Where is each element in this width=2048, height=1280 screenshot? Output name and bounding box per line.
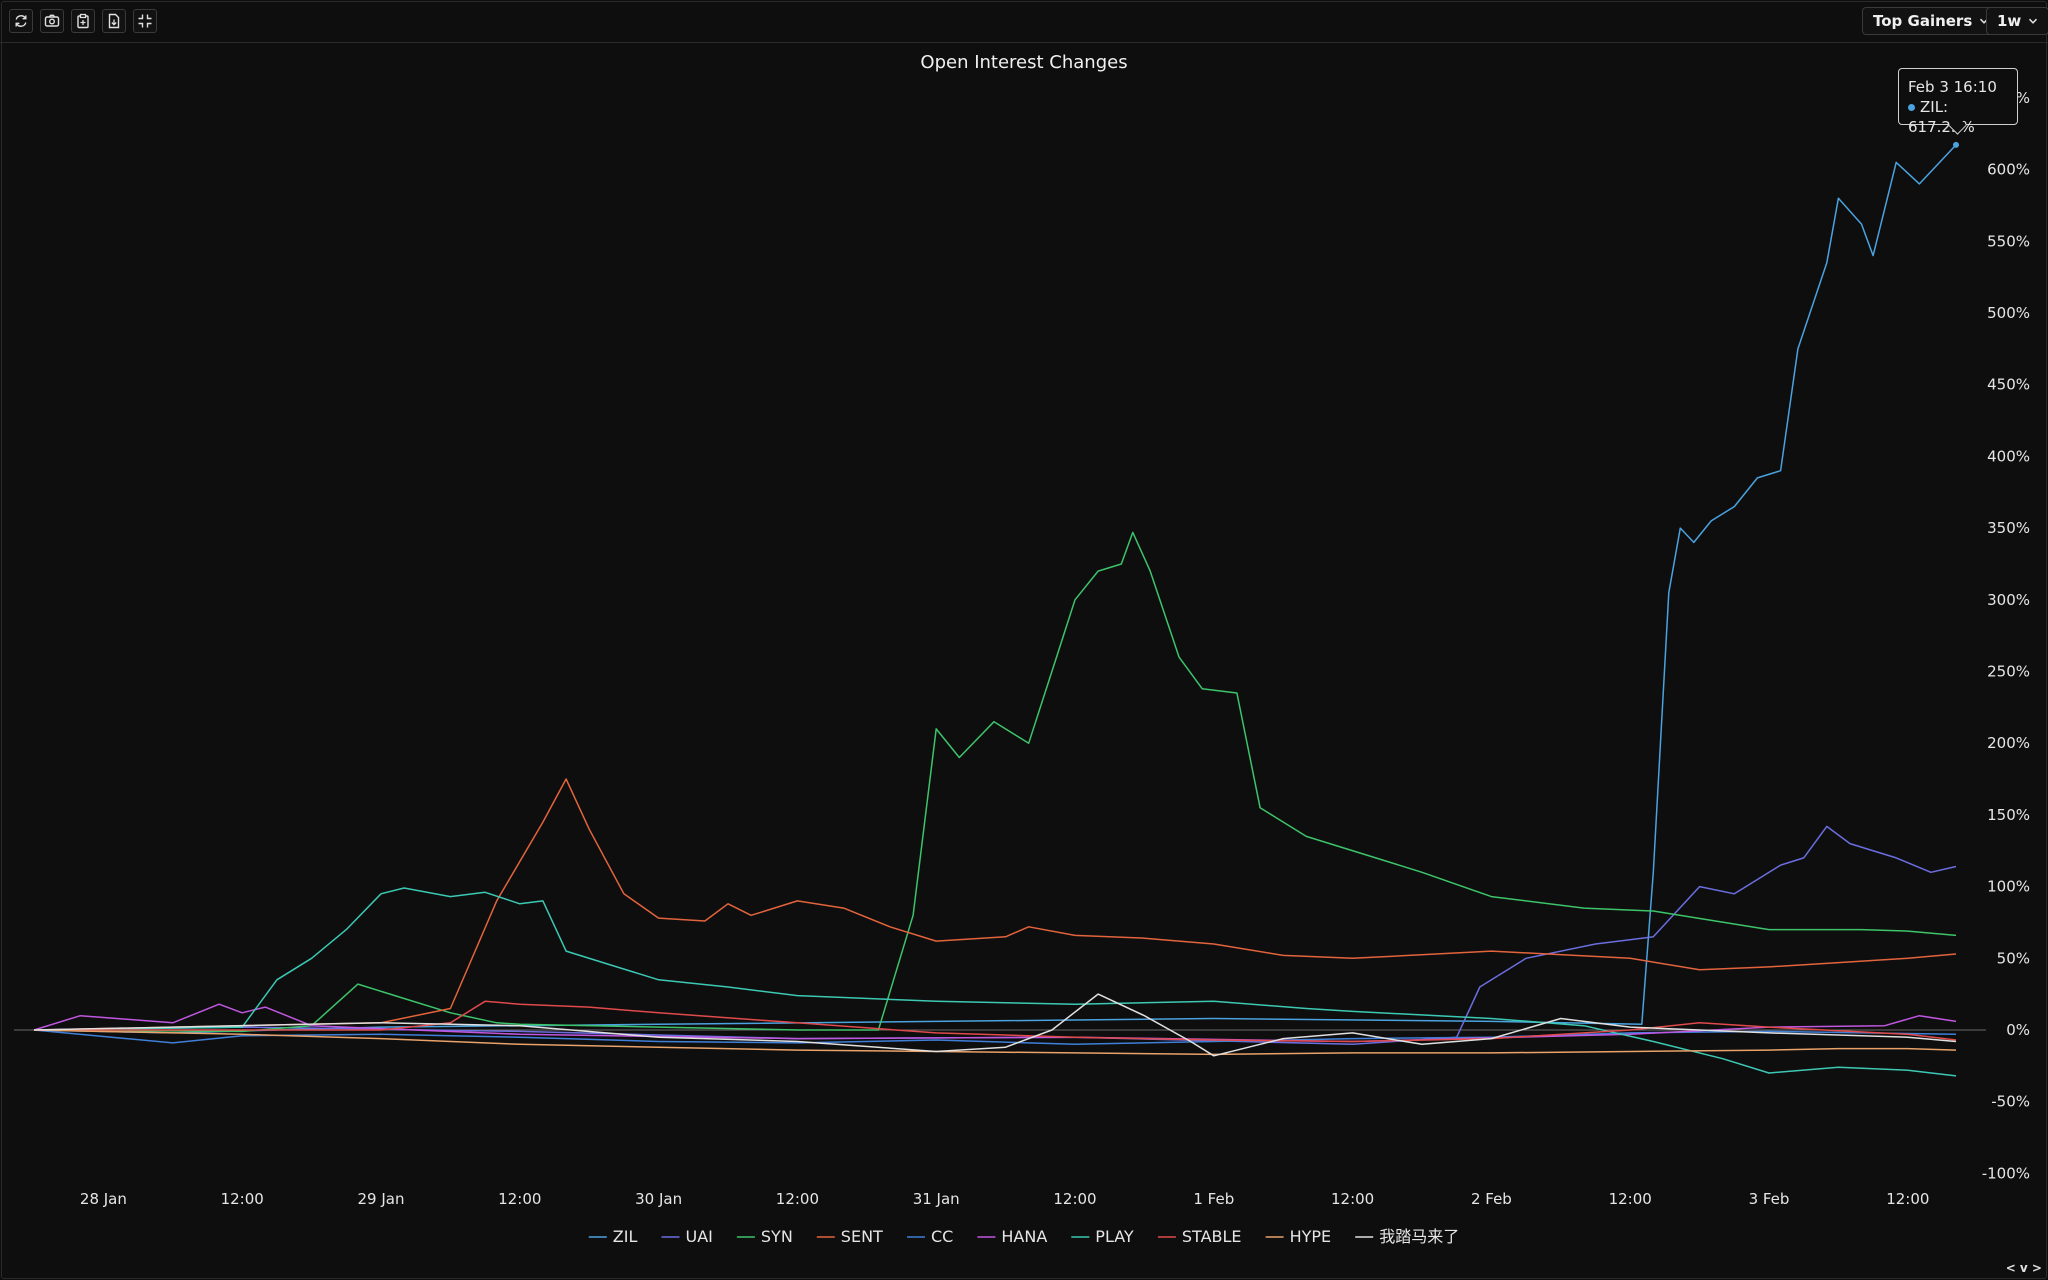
x-tick-label: 12:00 — [1609, 1190, 1652, 1208]
legend-scroll-hint[interactable]: < v > — [2005, 1261, 2042, 1275]
legend-item[interactable]: PLAY — [1071, 1227, 1134, 1246]
y-tick-label: 450% — [1987, 376, 2030, 394]
x-tick-label: 12:00 — [1331, 1190, 1374, 1208]
refresh-icon — [15, 15, 27, 27]
period-dropdown-label: 1w — [1997, 12, 2022, 30]
x-tick-label: 28 Jan — [80, 1190, 127, 1208]
series-line-PLAY[interactable] — [33, 887, 1957, 1077]
legend-label: SENT — [841, 1227, 883, 1246]
fullscreen-exit-icon — [138, 14, 152, 28]
legend-label: HANA — [1001, 1227, 1047, 1246]
legend-label: PLAY — [1095, 1227, 1134, 1246]
download-icon — [108, 13, 120, 29]
legend-label: HYPE — [1290, 1227, 1332, 1246]
legend-label: SYN — [761, 1227, 793, 1246]
series-line-STABLE[interactable] — [34, 1000, 1957, 1043]
legend-item[interactable]: UAI — [661, 1227, 713, 1246]
refresh-button[interactable] — [9, 9, 33, 33]
legend-label: UAI — [686, 1227, 713, 1246]
x-tick-label: 1 Feb — [1193, 1190, 1234, 1208]
x-tick-label: 12:00 — [221, 1190, 264, 1208]
x-tick-label: 31 Jan — [913, 1190, 960, 1208]
y-tick-label: 0% — [2006, 1021, 2030, 1039]
download-button[interactable] — [102, 9, 126, 33]
y-tick-label: 200% — [1987, 734, 2030, 752]
x-tick-label: 30 Jan — [635, 1190, 682, 1208]
tooltip-value: ZIL: 617.25% — [1908, 98, 1975, 136]
copy-button[interactable] — [71, 9, 95, 33]
x-tick-label: 12:00 — [776, 1190, 819, 1208]
legend-item[interactable]: 我踏马来了 — [1355, 1227, 1459, 1246]
legend-label: 我踏马来了 — [1379, 1227, 1459, 1246]
chart-area[interactable]: Open Interest Changes -100% -50% 0% 50% 100%… — [0, 42, 2048, 1280]
y-tick-label: 250% — [1987, 663, 2030, 681]
screenshot-button[interactable] — [40, 9, 64, 33]
x-tick-label: 12:00 — [1053, 1190, 1096, 1208]
series-line-我踏马来了[interactable] — [33, 993, 1957, 1057]
y-tick-label: -50% — [1991, 1093, 2030, 1111]
chevron-down-icon — [2029, 18, 2038, 24]
y-tick-label: % — [2016, 89, 2030, 107]
y-tick-label: 400% — [1987, 447, 2030, 465]
chart-tooltip: Feb 3 16:10 ZIL: 617.25% — [1898, 68, 2018, 136]
exit-fullscreen-button[interactable] — [133, 9, 157, 33]
y-tick-label: -100% — [1982, 1164, 2030, 1182]
series-line-HANA[interactable] — [33, 1003, 1957, 1043]
x-tick-label: 3 Feb — [1749, 1190, 1790, 1208]
tooltip-point-marker — [1953, 141, 1959, 148]
series-line-HYPE[interactable] — [33, 1029, 1957, 1056]
legend-item[interactable]: STABLE — [1157, 1227, 1242, 1246]
legend-item[interactable]: SENT — [816, 1227, 883, 1246]
y-tick-label: 600% — [1987, 161, 2030, 179]
legend-label: CC — [931, 1227, 953, 1246]
y-tick-label: 550% — [1987, 232, 2030, 250]
y-tick-label: 100% — [1987, 878, 2030, 896]
y-tick-label: 300% — [1987, 591, 2030, 609]
series-line-UAI[interactable] — [33, 825, 1957, 1046]
toolbar: Top Gainers 1w — [0, 0, 2048, 43]
period-dropdown[interactable]: 1w — [1986, 7, 2048, 35]
legend-item[interactable]: HANA — [977, 1227, 1047, 1246]
legend-item[interactable]: ZIL — [588, 1227, 638, 1246]
series-line-SYN[interactable] — [33, 531, 1957, 1033]
tooltip-series-dot — [1908, 104, 1915, 111]
legend-item[interactable]: SYN — [736, 1227, 793, 1246]
y-tick-label: 50% — [1997, 949, 2030, 967]
y-tick-label: 350% — [1987, 519, 2030, 537]
sort-dropdown[interactable]: Top Gainers — [1862, 7, 2001, 35]
x-tick-label: 12:00 — [498, 1190, 541, 1208]
x-tick-label: 29 Jan — [358, 1190, 405, 1208]
legend-label: STABLE — [1182, 1227, 1242, 1246]
camera-icon — [44, 14, 60, 27]
legend-label: ZIL — [613, 1227, 638, 1246]
y-tick-label: 500% — [1987, 304, 2030, 322]
x-tick-label: 12:00 — [1886, 1190, 1929, 1208]
chart-title: Open Interest Changes — [920, 52, 1127, 73]
legend-item[interactable]: CC — [907, 1227, 953, 1246]
x-tick-label: 2 Feb — [1471, 1190, 1512, 1208]
clipboard-icon — [77, 13, 89, 29]
sort-dropdown-label: Top Gainers — [1873, 12, 1973, 30]
legend-item[interactable]: HYPE — [1265, 1227, 1332, 1246]
series-line-ZIL[interactable] — [33, 144, 1957, 1034]
y-tick-label: 150% — [1987, 806, 2030, 824]
series-line-SENT[interactable] — [33, 778, 1957, 1031]
tooltip-time: Feb 3 16:10 — [1908, 78, 1997, 96]
